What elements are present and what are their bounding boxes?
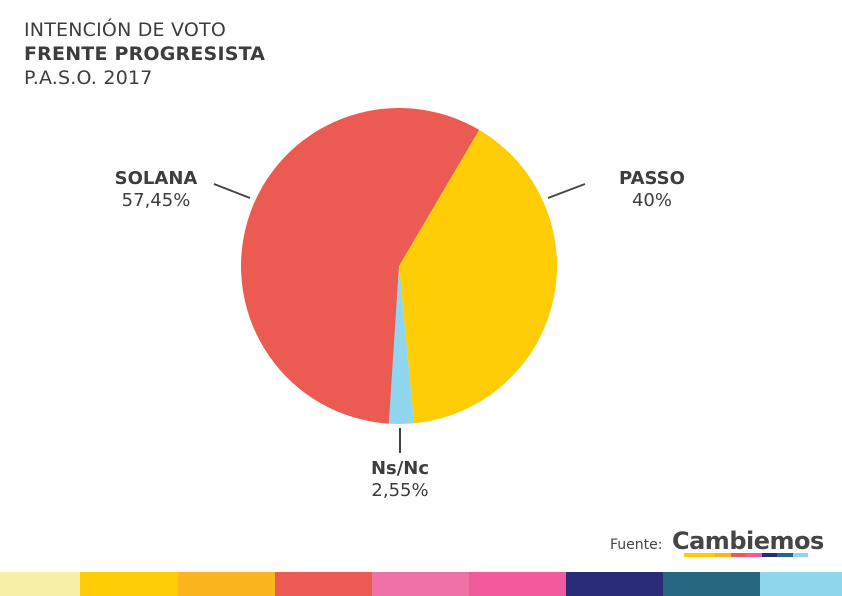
slice-name-nsnc: Ns/Nc — [370, 458, 430, 479]
pie-slice-passo — [399, 129, 558, 424]
chart-title-line2: FRENTE PROGRESISTA — [24, 43, 266, 65]
color-bar-segment — [566, 572, 663, 596]
cambiemos-logo: Cambiemos — [672, 526, 824, 557]
chart-title-block: INTENCIÓN DE VOTO FRENTE PROGRESISTA P.A… — [24, 18, 265, 90]
slice-value-solana: 57,45% — [121, 190, 191, 211]
chart-title-line1: INTENCIÓN DE VOTO — [24, 19, 226, 41]
pie-slice-solana — [241, 108, 480, 424]
color-bar-segment — [80, 572, 178, 596]
logo-stripe-segment — [761, 553, 777, 557]
slice-name-passo: PASSO — [619, 168, 685, 189]
color-bar-segment — [760, 572, 842, 596]
logo-stripe-segment — [699, 553, 715, 557]
color-bar-segment — [469, 572, 566, 596]
logo-stripe-segment — [684, 553, 700, 557]
logo-text: Cambiemos — [672, 527, 824, 555]
color-bar-segment — [275, 572, 372, 596]
color-bar-segment — [0, 572, 80, 596]
slice-label-passo: PASSO 40% — [596, 168, 708, 212]
slice-value-nsnc: 2,55% — [371, 480, 429, 501]
slice-name-solana: SOLANA — [114, 168, 198, 189]
leader-line-passo — [547, 183, 586, 199]
color-bar-segment — [178, 572, 275, 596]
source-label: Fuente: — [610, 537, 663, 553]
leader-line-solana — [213, 183, 251, 199]
logo-color-stripe — [684, 553, 808, 557]
pie-slice-nsnc — [388, 266, 415, 425]
logo-stripe-segment — [777, 553, 793, 557]
color-bar-segment — [372, 572, 469, 596]
logo-stripe-segment — [792, 553, 808, 557]
logo-stripe-segment — [746, 553, 762, 557]
chart-title-line3: P.A.S.O. 2017 — [24, 67, 153, 89]
slice-label-solana: SOLANA 57,45% — [100, 168, 212, 212]
slice-label-nsnc: Ns/Nc 2,55% — [344, 458, 456, 502]
bottom-color-bar — [0, 572, 842, 596]
color-bar-segment — [663, 572, 760, 596]
logo-stripe-segment — [715, 553, 731, 557]
logo-stripe-segment — [730, 553, 746, 557]
slice-value-passo: 40% — [631, 190, 672, 211]
